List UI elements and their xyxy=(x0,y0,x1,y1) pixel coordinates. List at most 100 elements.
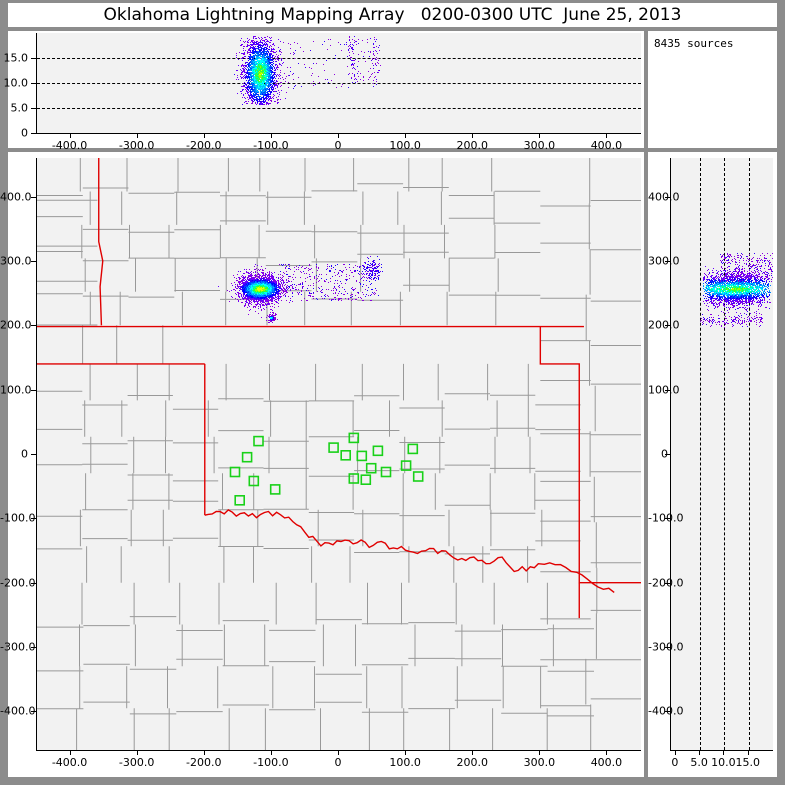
lightning-source-point xyxy=(279,78,281,79)
lightning-source-point xyxy=(250,99,252,101)
lightning-source-point xyxy=(276,80,278,82)
lightning-source-point xyxy=(255,58,257,60)
lightning-source-point xyxy=(300,47,302,49)
lightning-source-point xyxy=(255,68,257,70)
lightning-source-point xyxy=(349,54,351,56)
lightning-source-point xyxy=(252,271,254,273)
lightning-source-point xyxy=(259,71,261,73)
panel-plan-view-map[interactable] xyxy=(8,152,644,777)
lightning-source-point xyxy=(294,42,296,44)
lightning-source-point xyxy=(271,75,273,77)
lightning-source-point xyxy=(250,70,252,72)
lma-station-marker[interactable] xyxy=(253,435,264,447)
lightning-source-point xyxy=(275,73,277,75)
lma-station-marker[interactable] xyxy=(229,466,241,478)
lightning-source-point xyxy=(263,74,265,76)
lightning-source-point xyxy=(253,44,255,46)
lightning-source-point xyxy=(242,78,244,80)
lightning-source-point xyxy=(375,45,377,47)
panel-east-west-altitude[interactable] xyxy=(8,31,644,148)
lightning-source-point xyxy=(276,74,278,76)
lightning-source-point xyxy=(297,62,299,64)
lma-station-marker[interactable] xyxy=(372,445,384,457)
lightning-source-point xyxy=(304,67,306,69)
lightning-source-point xyxy=(265,60,267,62)
lightning-source-point xyxy=(256,103,258,105)
lightning-source-point xyxy=(250,49,252,51)
lightning-source-point xyxy=(260,76,262,78)
lma-station-marker[interactable] xyxy=(380,466,392,478)
lightning-source-point xyxy=(266,65,268,67)
lightning-source-point xyxy=(252,73,254,75)
lightning-source-point xyxy=(255,77,257,79)
lightning-source-point xyxy=(264,82,266,84)
lightning-source-point xyxy=(242,70,244,72)
source-count-label: 8435 sources xyxy=(654,37,734,50)
lightning-source-point xyxy=(250,91,252,93)
lma-station-marker[interactable] xyxy=(269,484,281,495)
lightning-source-point xyxy=(278,302,280,304)
lma-station-marker[interactable] xyxy=(356,450,368,462)
top-gridline xyxy=(37,58,641,59)
lightning-source-point xyxy=(232,284,234,286)
lma-station-marker[interactable] xyxy=(407,443,419,455)
lightning-source-point xyxy=(280,85,282,87)
lightning-source-point xyxy=(252,76,254,78)
lightning-source-point xyxy=(257,270,258,272)
lightning-source-point xyxy=(271,69,273,71)
lightning-source-point xyxy=(262,50,264,52)
lightning-source-point xyxy=(353,39,355,41)
lightning-source-point xyxy=(290,44,292,46)
lightning-source-point xyxy=(242,94,244,96)
lightning-source-point xyxy=(240,74,242,76)
lightning-source-point xyxy=(248,306,250,307)
lightning-source-point xyxy=(251,103,253,105)
lightning-source-point xyxy=(249,44,251,46)
lightning-source-point xyxy=(271,79,273,81)
lightning-source-point xyxy=(267,41,269,43)
lightning-source-point xyxy=(262,93,264,95)
lma-station-marker[interactable] xyxy=(360,474,372,486)
lightning-source-point xyxy=(241,76,243,78)
lightning-source-point xyxy=(239,39,241,41)
top-plot-area[interactable] xyxy=(36,33,641,134)
lma-station-marker[interactable] xyxy=(365,462,377,474)
lightning-source-point xyxy=(248,86,250,88)
lightning-source-point xyxy=(254,89,256,91)
lightning-source-point xyxy=(259,101,261,103)
lightning-source-point xyxy=(372,68,374,70)
lightning-source-point xyxy=(258,98,260,100)
lightning-source-point xyxy=(244,93,246,95)
lma-station-marker[interactable] xyxy=(234,494,245,506)
lightning-source-point xyxy=(272,74,274,76)
lightning-source-point xyxy=(380,65,381,67)
lma-station-marker[interactable] xyxy=(241,451,253,463)
lightning-source-point xyxy=(265,52,267,54)
lma-station-marker[interactable] xyxy=(340,449,352,461)
lightning-source-point xyxy=(262,53,264,55)
lightning-source-point xyxy=(272,83,274,85)
lightning-source-point xyxy=(262,99,264,101)
lma-station-marker[interactable] xyxy=(348,432,360,444)
lma-station-marker[interactable] xyxy=(412,471,424,482)
lma-station-marker[interactable] xyxy=(328,442,339,453)
lightning-source-point xyxy=(272,86,274,88)
lightning-source-point xyxy=(252,61,254,63)
lightning-source-point xyxy=(377,47,379,49)
lightning-source-point xyxy=(253,77,255,79)
lightning-source-point xyxy=(349,52,351,54)
lightning-source-point xyxy=(259,51,261,53)
lightning-source-point xyxy=(251,89,253,91)
lightning-source-point xyxy=(272,89,274,91)
lightning-source-point xyxy=(246,52,248,54)
map-plot-area[interactable] xyxy=(36,158,641,751)
lightning-source-point xyxy=(267,69,269,71)
lightning-source-point xyxy=(217,286,219,288)
lightning-source-point xyxy=(233,74,235,76)
lightning-source-point xyxy=(268,76,270,78)
lightning-source-point xyxy=(349,37,351,39)
lightning-source-point xyxy=(257,99,259,101)
lightning-source-point xyxy=(244,63,246,65)
lightning-source-point xyxy=(281,51,283,53)
lma-station-marker[interactable] xyxy=(348,473,360,484)
